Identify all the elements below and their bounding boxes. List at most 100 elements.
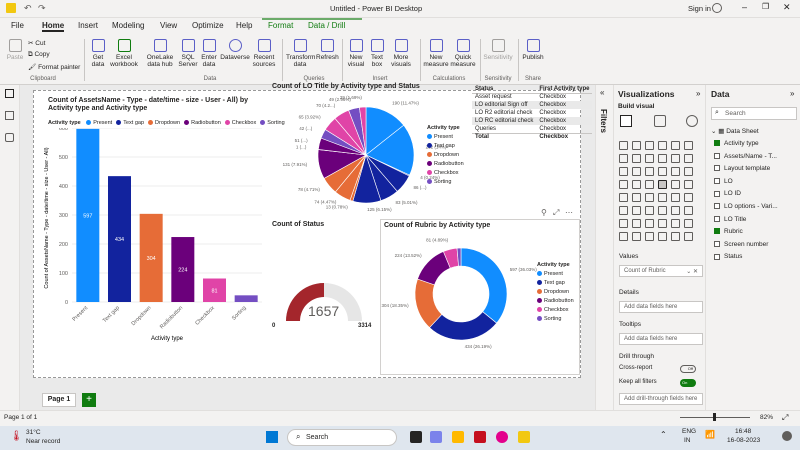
table-header[interactable]: First Activity type [536, 85, 593, 94]
minimize-icon[interactable]: – [742, 2, 748, 12]
bar[interactable] [203, 278, 226, 302]
visual-type-icon[interactable] [645, 141, 654, 150]
keep-filters-toggle[interactable]: On [680, 379, 696, 387]
donut-slice[interactable] [460, 247, 508, 324]
visual-type-icon[interactable] [684, 232, 693, 241]
field-checkbox[interactable] [714, 253, 720, 260]
copy-button[interactable]: ⧉ Copy [28, 51, 50, 58]
pie-slice[interactable] [359, 106, 367, 156]
field-checkbox[interactable] [714, 140, 720, 147]
visual-type-icon[interactable] [619, 141, 628, 150]
table-row[interactable]: Queries Checkbox [472, 125, 592, 133]
visual-type-icon[interactable] [671, 206, 680, 215]
menu-modeling[interactable]: Modeling [112, 21, 145, 30]
visual-type-icon[interactable] [632, 232, 641, 241]
tray-chevron-icon[interactable]: ⌃ [660, 430, 667, 439]
field-checkbox[interactable] [714, 228, 720, 235]
visual-type-icon[interactable] [671, 154, 680, 163]
visual-type-icon[interactable] [619, 232, 628, 241]
filters-pane-collapsed[interactable]: « Filters [595, 85, 613, 410]
menu-insert[interactable]: Insert [78, 21, 99, 30]
field-item[interactable]: Screen number [714, 241, 800, 253]
bar[interactable] [76, 128, 100, 302]
table-header[interactable]: Status [472, 85, 537, 94]
visual-type-icon[interactable] [645, 180, 654, 189]
donut-slice[interactable] [456, 247, 462, 267]
visual-type-icon[interactable] [671, 180, 680, 189]
more-options-icon[interactable]: ⋯ [565, 208, 573, 217]
data-search-input[interactable]: ⌕ Search [711, 107, 797, 120]
new-visual-button[interactable]: New visual [346, 39, 366, 68]
notification-icon[interactable] [782, 431, 792, 441]
refresh-button[interactable]: Refresh [316, 39, 339, 61]
wifi-icon[interactable]: 📶 [705, 430, 715, 439]
visual-type-icon[interactable] [684, 219, 693, 228]
recent-sources-button[interactable]: Recent sources [252, 39, 276, 68]
taskbar-search[interactable]: ⌕ Search [287, 429, 397, 446]
zoom-slider-handle[interactable] [713, 413, 716, 421]
text-box-button[interactable]: Text box [368, 39, 386, 68]
focus-mode-icon[interactable]: ⤢ [553, 208, 560, 217]
cross-report-toggle[interactable]: Off [680, 365, 696, 373]
visual-type-icon[interactable] [671, 219, 680, 228]
visual-type-icon[interactable] [632, 180, 641, 189]
visual-type-icon[interactable] [619, 206, 628, 215]
visual-type-icon[interactable] [632, 206, 641, 215]
dataverse-button[interactable]: Dataverse [220, 39, 250, 61]
visual-type-icon[interactable] [658, 180, 667, 189]
visual-type-icon[interactable] [645, 219, 654, 228]
legend-item[interactable]: Text gap [427, 143, 472, 149]
mcafee-icon[interactable] [474, 431, 486, 443]
legend-item[interactable]: Dropdown [148, 120, 180, 126]
legend-item[interactable]: Checkbox [537, 307, 581, 313]
menu-view[interactable]: View [160, 21, 178, 30]
table-row[interactable]: Asset request Checkbox [472, 93, 592, 101]
visual-type-icon[interactable] [645, 167, 654, 176]
close-icon[interactable]: ✕ [783, 2, 791, 12]
get-data-button[interactable]: Get data [88, 39, 108, 68]
visual-type-icon[interactable] [645, 206, 654, 215]
clock-time[interactable]: 16:48 [735, 428, 752, 435]
legend-item[interactable]: Text gap [116, 120, 144, 126]
visual-type-icon[interactable] [671, 232, 680, 241]
legend-item[interactable]: Dropdown [537, 289, 581, 295]
legend-item[interactable]: Sorting [537, 316, 581, 322]
weather-status[interactable]: Near record [26, 438, 61, 445]
field-item[interactable]: LO [714, 178, 800, 190]
visual-type-icon[interactable] [684, 141, 693, 150]
field-item[interactable]: Assets/Name - T... [714, 153, 800, 165]
redo-icon[interactable]: ↷ [38, 3, 46, 13]
visual-type-icon[interactable] [671, 193, 680, 202]
visual-type-icon[interactable] [658, 219, 667, 228]
visual-type-icon[interactable] [671, 167, 680, 176]
visual-type-icon[interactable] [684, 167, 693, 176]
powerbi-taskbar-icon[interactable] [518, 431, 530, 443]
tooltips-field-well[interactable]: Add data fields here [619, 333, 703, 345]
format-painter-button[interactable]: 🖌 Format painter [28, 64, 81, 71]
cut-button[interactable]: ✂ Cut [28, 40, 46, 47]
visual-type-icon[interactable] [619, 154, 628, 163]
teams-icon[interactable] [430, 431, 442, 443]
visual-type-icon[interactable] [658, 193, 667, 202]
legend-item[interactable]: Radiobutton [427, 161, 472, 167]
gauge-visual[interactable]: Count of Status 1657 0 3314 [270, 219, 378, 375]
visual-type-icon[interactable] [619, 167, 628, 176]
filter-icon[interactable]: ⚲ [541, 208, 547, 217]
field-item[interactable]: Layout template [714, 165, 800, 177]
model-view-icon[interactable] [5, 133, 14, 142]
visual-type-icon[interactable] [658, 154, 667, 163]
legend-item[interactable]: Present [427, 134, 472, 140]
format-visual-tab-icon[interactable] [654, 115, 666, 127]
values-field-well[interactable]: Count of Rubric ⌄ ✕ [619, 265, 703, 277]
sql-server-button[interactable]: SQL Server [178, 39, 198, 68]
analytics-tab-icon[interactable] [686, 115, 698, 127]
donut-chart-visual[interactable]: Count of Rubric by Activity type ⚲ ⤢ ⋯ 5… [380, 208, 581, 375]
menu-help[interactable]: Help [236, 21, 253, 30]
visual-type-icon[interactable] [658, 167, 667, 176]
pie-slice[interactable] [365, 124, 415, 176]
visual-type-icon[interactable] [684, 154, 693, 163]
visual-type-icon[interactable] [671, 141, 680, 150]
status-table-visual[interactable]: Status First Activity type Asset request Ch… [472, 85, 593, 145]
field-checkbox[interactable] [714, 165, 720, 172]
field-checkbox[interactable] [714, 215, 720, 222]
